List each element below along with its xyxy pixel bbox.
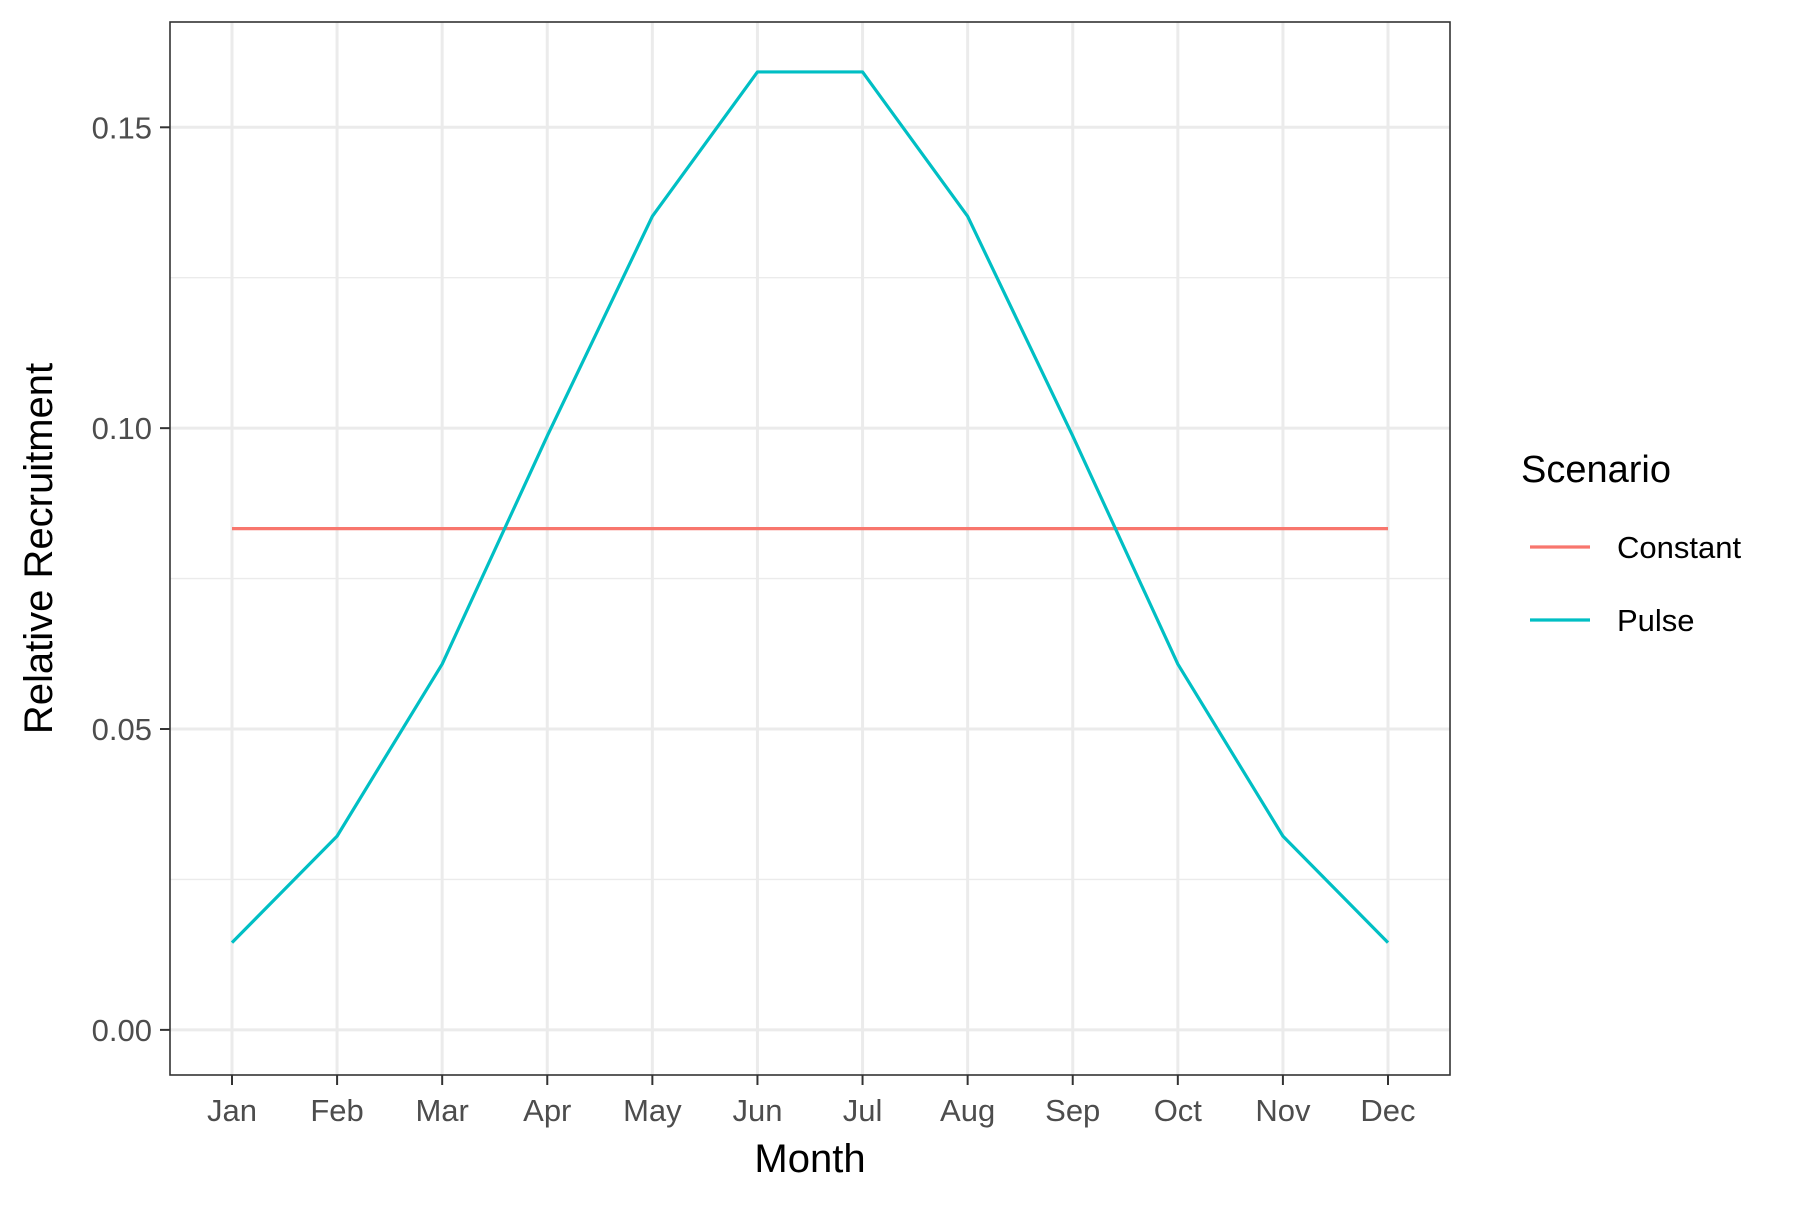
x-tick-label: Sep xyxy=(1045,1093,1100,1128)
x-tick-label: Mar xyxy=(415,1093,468,1128)
x-tick-label: Dec xyxy=(1360,1093,1415,1128)
y-axis-title: Relative Recruitment xyxy=(17,363,61,734)
y-tick-label: 0.05 xyxy=(92,712,152,747)
x-axis: Jan Feb Mar Apr May Jun Jul Aug Sep Oct Nov Dec xyxy=(207,1075,1416,1128)
y-tick-label: 0.15 xyxy=(92,110,152,145)
x-tick-label: Nov xyxy=(1255,1093,1311,1128)
x-tick-label: May xyxy=(623,1093,682,1128)
x-tick-label: Oct xyxy=(1154,1093,1203,1128)
y-tick-label: 0.10 xyxy=(92,411,152,446)
series-lines xyxy=(230,70,1390,944)
x-tick-label: Jun xyxy=(732,1093,782,1128)
plot-panel-border xyxy=(169,21,1451,1076)
x-axis-title: Month xyxy=(754,1137,865,1181)
series-line-pulse xyxy=(230,70,1390,944)
legend-title: Scenario xyxy=(1521,449,1671,491)
legend: Scenario Constant Pulse xyxy=(1521,449,1741,638)
x-tick-label: Apr xyxy=(523,1093,571,1128)
y-axis: 0.00 0.05 0.10 0.15 xyxy=(92,110,170,1048)
legend-label-pulse: Pulse xyxy=(1617,603,1695,638)
x-tick-label: Jan xyxy=(207,1093,257,1128)
x-tick-label: Jul xyxy=(843,1093,883,1128)
legend-label-constant: Constant xyxy=(1617,530,1741,565)
x-tick-label: Feb xyxy=(310,1093,363,1128)
grid-lines xyxy=(170,22,1450,1075)
y-tick-label: 0.00 xyxy=(92,1013,152,1048)
x-tick-label: Aug xyxy=(940,1093,995,1128)
